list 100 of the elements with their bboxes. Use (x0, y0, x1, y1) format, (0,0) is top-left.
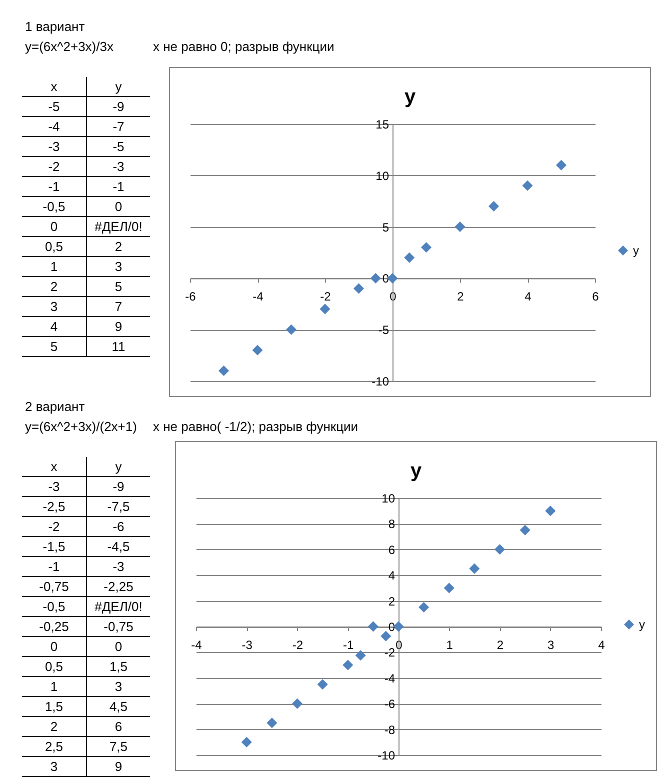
x-tick-label: -4 (252, 290, 264, 304)
text: -0,5 (22, 197, 86, 217)
text: -3 (86, 557, 150, 577)
text: 1 вариант (24, 18, 85, 36)
point (317, 679, 328, 690)
text: -5 (22, 97, 86, 117)
text: y=(6x^2+3x)/(2x+1) (24, 418, 137, 436)
chart-title: y (404, 86, 416, 108)
text: -1 (22, 177, 86, 197)
x-tick-label: -2 (292, 638, 304, 652)
point (404, 252, 415, 263)
text: 2 (22, 717, 86, 737)
text: #ДЕЛ/0! (86, 217, 150, 237)
text: 2 (86, 237, 150, 257)
text: 9 (86, 317, 150, 337)
text: x не равно( -1/2); разрыв функции (152, 418, 358, 436)
x-tick-label: 2 (496, 638, 504, 652)
text: -4 (22, 117, 86, 137)
y-tick-label: 8 (388, 517, 396, 532)
text: 9 (86, 757, 150, 777)
text: -0,75 (22, 577, 86, 597)
y-tick-label: 10 (382, 492, 396, 506)
point (320, 304, 330, 314)
text: -7,5 (86, 497, 150, 517)
point (469, 563, 480, 574)
point (252, 344, 263, 356)
text: -1,5 (22, 537, 86, 557)
text: #ДЕЛ/0! (86, 597, 150, 617)
point (556, 160, 566, 170)
point (292, 698, 302, 709)
text: 2,5 (22, 737, 86, 757)
text: 1 (22, 257, 86, 277)
y-tick-label: -4 (384, 671, 396, 686)
text: -9 (86, 97, 150, 117)
y-tick-label: 5 (382, 220, 390, 234)
text: 5 (22, 337, 86, 357)
text: 3 (86, 677, 150, 697)
text: y (86, 457, 150, 477)
x-tick-label: 1 (446, 638, 454, 652)
text: 5 (86, 277, 150, 297)
text: -2,25 (86, 577, 150, 597)
x-tick-label: 6 (592, 290, 600, 304)
text: 2 вариант (24, 398, 85, 416)
text: 1 (22, 677, 86, 697)
text: -5 (86, 137, 150, 157)
point (522, 180, 533, 191)
point (454, 222, 466, 232)
text: 1,5 (22, 697, 86, 717)
x-tick-label: 2 (457, 290, 464, 304)
text: -3 (22, 137, 86, 157)
y-tick-label: 2 (388, 594, 396, 608)
point (355, 650, 366, 661)
text: -0,75 (86, 617, 150, 637)
point (494, 544, 505, 555)
point (421, 242, 432, 253)
text: x (22, 77, 86, 97)
text: x (22, 457, 86, 477)
point (444, 582, 454, 594)
point (354, 283, 364, 294)
text: 7 (86, 297, 150, 317)
x-tick-label: -2 (320, 290, 332, 304)
text: -6 (86, 517, 150, 537)
text: 3 (86, 257, 150, 277)
chart-title: y (410, 460, 422, 482)
text: -4,5 (86, 537, 150, 557)
x-tick-label: 4 (598, 638, 606, 652)
legend-label: y (633, 244, 639, 258)
text: 0 (86, 197, 150, 217)
y-tick-label: -6 (384, 697, 396, 712)
y-tick-label: -5 (378, 323, 390, 338)
text: 11 (86, 337, 150, 357)
text: -2,5 (22, 497, 86, 517)
point (266, 718, 278, 728)
point (545, 506, 556, 516)
text: -0,5 (22, 597, 86, 617)
text: -2 (22, 157, 86, 177)
text: 0 (22, 217, 86, 237)
x-tick-label: -1 (343, 638, 354, 652)
text: 4,5 (86, 697, 150, 717)
text: 7,5 (86, 737, 150, 757)
point (218, 365, 229, 376)
point (342, 660, 354, 670)
text: y (86, 77, 150, 97)
text: 0,5 (22, 657, 86, 677)
point (380, 630, 392, 642)
text: -3 (22, 477, 86, 497)
point (418, 602, 430, 612)
y-tick-label: -10 (378, 748, 396, 762)
text: 3 (22, 757, 86, 777)
x-tick-label: -3 (242, 638, 253, 652)
y-tick-label: 6 (388, 542, 396, 557)
y-tick-label: 4 (388, 568, 396, 583)
point (488, 200, 499, 212)
y-tick-label: 10 (376, 168, 390, 183)
point (370, 272, 381, 284)
text: -1 (22, 557, 86, 577)
point (520, 524, 530, 536)
y-tick-label: -10 (372, 374, 390, 388)
text: -7 (86, 117, 150, 137)
point (368, 621, 378, 632)
